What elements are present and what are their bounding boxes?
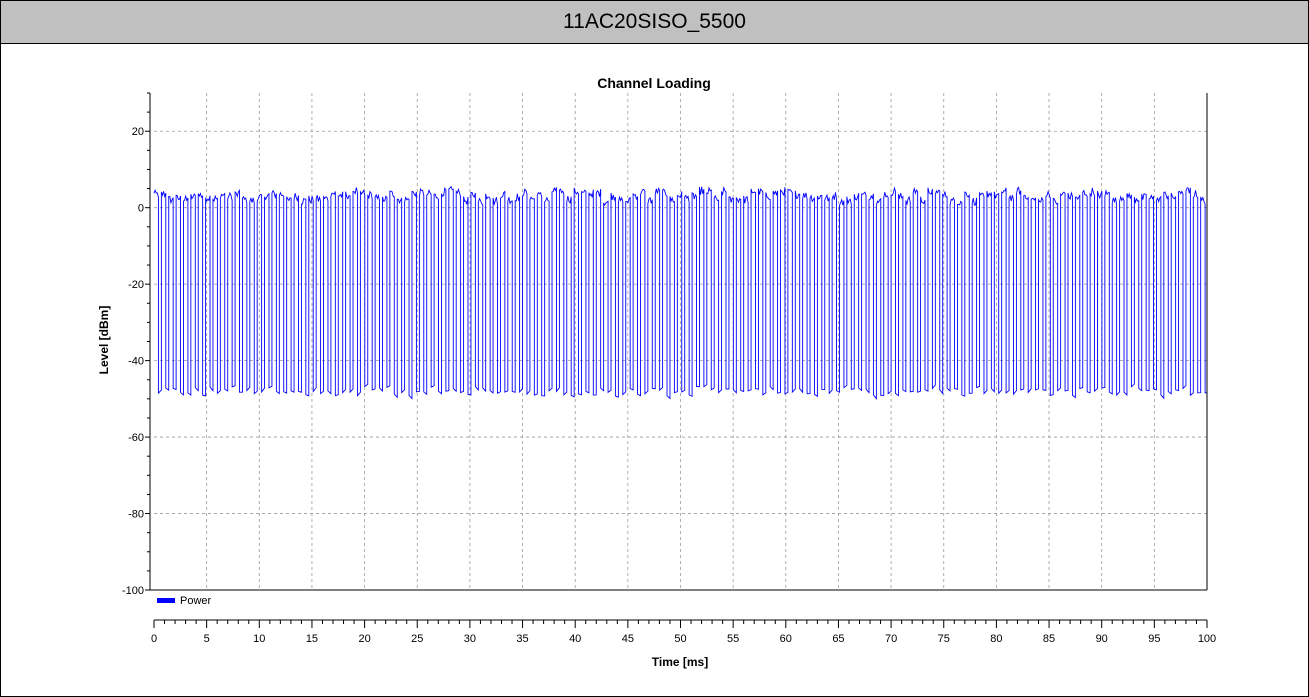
y-tick-label--60: -60 xyxy=(128,432,144,444)
x-tick-label-35: 35 xyxy=(516,633,528,645)
x-tick-label-10: 10 xyxy=(253,633,265,645)
legend: Power xyxy=(157,595,212,607)
y-tick-label--80: -80 xyxy=(128,509,144,521)
y-tick-label--20: -20 xyxy=(128,279,144,291)
axes xyxy=(145,92,1208,628)
x-axis-label: Time [ms] xyxy=(652,655,708,669)
x-tick-label-20: 20 xyxy=(358,633,370,645)
x-tick-label-0: 0 xyxy=(151,633,157,645)
x-tick-label-65: 65 xyxy=(832,633,844,645)
grid xyxy=(154,93,1208,590)
section-header: 11AC20SISO_5500 xyxy=(1,1,1308,44)
y-tick-label--100: -100 xyxy=(122,585,144,597)
x-tick-label-55: 55 xyxy=(727,633,739,645)
x-tick-label-30: 30 xyxy=(464,633,476,645)
y-tick-label--40: -40 xyxy=(128,356,144,368)
x-tick-label-60: 60 xyxy=(780,633,792,645)
x-tick-label-80: 80 xyxy=(990,633,1002,645)
x-tick-label-90: 90 xyxy=(1096,633,1108,645)
x-tick-label-70: 70 xyxy=(885,633,897,645)
x-tick-label-5: 5 xyxy=(204,633,210,645)
power-trace-group xyxy=(153,185,1208,400)
x-tick-label-95: 95 xyxy=(1148,633,1160,645)
x-tick-label-85: 85 xyxy=(1043,633,1055,645)
x-tick-label-25: 25 xyxy=(411,633,423,645)
legend-swatch-power xyxy=(157,598,175,603)
x-tick-label-50: 50 xyxy=(674,633,686,645)
x-tick-label-15: 15 xyxy=(306,633,318,645)
x-tick-label-75: 75 xyxy=(938,633,950,645)
y-axis-label: Level [dBm] xyxy=(97,306,111,375)
chart-title: Channel Loading xyxy=(597,75,711,91)
y-tick-label-0: 0 xyxy=(138,203,144,215)
legend-label-power: Power xyxy=(180,595,212,607)
tick-labels: 20 0 -20 -40 -60 -80 -100 0 5 10 15 20 25 30 35 40 45 50 5… xyxy=(122,126,1216,645)
x-tick-label-100: 100 xyxy=(1198,633,1216,645)
y-tick-label-20: 20 xyxy=(132,126,144,138)
x-tick-label-40: 40 xyxy=(569,633,581,645)
series-line-power xyxy=(153,185,1208,400)
x-tick-label-45: 45 xyxy=(622,633,634,645)
